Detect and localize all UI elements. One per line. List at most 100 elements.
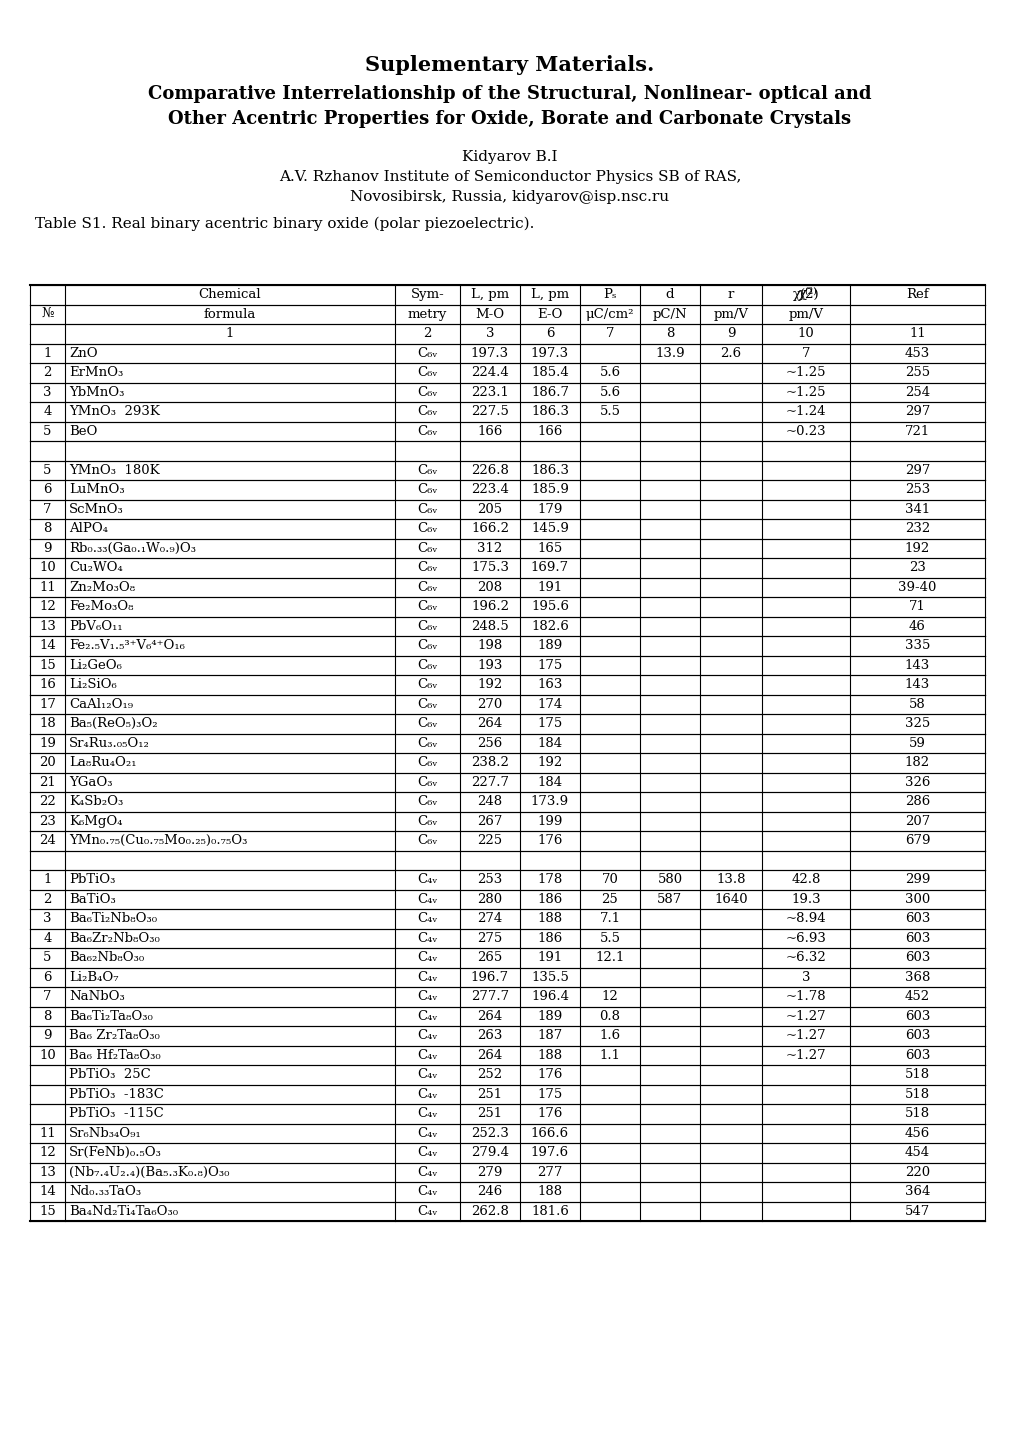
Text: 248: 248	[477, 795, 502, 809]
Text: 186.7: 186.7	[531, 386, 569, 399]
Text: 198: 198	[477, 639, 502, 652]
Text: d: d	[665, 288, 674, 301]
Text: 191: 191	[537, 581, 562, 594]
Text: 275: 275	[477, 932, 502, 945]
Text: Ref: Ref	[905, 288, 928, 301]
Text: 58: 58	[908, 698, 925, 711]
Text: 5.6: 5.6	[599, 386, 620, 399]
Text: 251: 251	[477, 1107, 502, 1120]
Text: La₈Ru₄O₂₁: La₈Ru₄O₂₁	[69, 756, 137, 769]
Text: ErMnO₃: ErMnO₃	[69, 366, 123, 379]
Text: 274: 274	[477, 913, 502, 926]
Text: 186.3: 186.3	[531, 405, 569, 418]
Text: C₆ᵥ: C₆ᵥ	[417, 405, 437, 418]
Text: 518: 518	[904, 1069, 929, 1082]
Text: 23: 23	[908, 561, 925, 574]
Text: 263: 263	[477, 1030, 502, 1043]
Text: 312: 312	[477, 542, 502, 555]
Text: 176: 176	[537, 1069, 562, 1082]
Text: 189: 189	[537, 1009, 562, 1022]
Text: Ba₆ Zr₂Ta₈O₃₀: Ba₆ Zr₂Ta₈O₃₀	[69, 1030, 160, 1043]
Text: 7: 7	[801, 346, 809, 359]
Text: ~1.25: ~1.25	[785, 386, 825, 399]
Text: 187: 187	[537, 1030, 562, 1043]
Text: PbTiO₃  -115C: PbTiO₃ -115C	[69, 1107, 164, 1120]
Text: 721: 721	[904, 425, 929, 438]
Text: C₆ᵥ: C₆ᵥ	[417, 503, 437, 516]
Text: C₄ᵥ: C₄ᵥ	[417, 1087, 437, 1100]
Text: 279.4: 279.4	[471, 1146, 508, 1159]
Text: 277: 277	[537, 1165, 562, 1178]
Text: 11: 11	[39, 581, 56, 594]
Text: C₄ᵥ: C₄ᵥ	[417, 874, 437, 887]
Text: 165: 165	[537, 542, 562, 555]
Text: Fe₂Mo₃O₈: Fe₂Mo₃O₈	[69, 600, 133, 613]
Text: 300: 300	[904, 893, 929, 906]
Text: metry: metry	[408, 307, 446, 320]
Text: C₄ᵥ: C₄ᵥ	[417, 1107, 437, 1120]
Text: Ba₆Zr₂Nb₈O₃₀: Ba₆Zr₂Nb₈O₃₀	[69, 932, 160, 945]
Text: 297: 297	[904, 405, 929, 418]
Text: 14: 14	[39, 639, 56, 652]
Text: 2.6: 2.6	[719, 346, 741, 359]
Text: 192: 192	[537, 756, 562, 769]
Text: μC/cm²: μC/cm²	[585, 307, 634, 320]
Text: ~1.27: ~1.27	[785, 1009, 825, 1022]
Text: 341: 341	[904, 503, 929, 516]
Text: C₄ᵥ: C₄ᵥ	[417, 1126, 437, 1139]
Text: 679: 679	[904, 835, 929, 848]
Text: 364: 364	[904, 1185, 929, 1198]
Text: 181.6: 181.6	[531, 1204, 569, 1217]
Text: 518: 518	[904, 1087, 929, 1100]
Text: 299: 299	[904, 874, 929, 887]
Text: 46: 46	[908, 620, 925, 633]
Text: Sr(FeNb)₀.₅O₃: Sr(FeNb)₀.₅O₃	[69, 1146, 162, 1159]
Text: C₆ᵥ: C₆ᵥ	[417, 795, 437, 809]
Text: 176: 176	[537, 1107, 562, 1120]
Text: 220: 220	[904, 1165, 929, 1178]
Text: 286: 286	[904, 795, 929, 809]
Text: 518: 518	[904, 1107, 929, 1120]
Text: C₄ᵥ: C₄ᵥ	[417, 1048, 437, 1061]
Text: 208: 208	[477, 581, 502, 594]
Text: 15: 15	[39, 1204, 56, 1217]
Text: 603: 603	[904, 952, 929, 965]
Text: Ba₆ Hf₂Ta₈O₃₀: Ba₆ Hf₂Ta₈O₃₀	[69, 1048, 161, 1061]
Text: 255: 255	[904, 366, 929, 379]
Text: C₆ᵥ: C₆ᵥ	[417, 346, 437, 359]
Text: 188: 188	[537, 913, 562, 926]
Text: 24: 24	[39, 835, 56, 848]
Text: 188: 188	[537, 1048, 562, 1061]
Text: 193: 193	[477, 659, 502, 672]
Text: Ba₅(ReO₅)₃O₂: Ba₅(ReO₅)₃O₂	[69, 717, 158, 730]
Text: 205: 205	[477, 503, 502, 516]
Text: 22: 22	[39, 795, 56, 809]
Text: ~1.25: ~1.25	[785, 366, 825, 379]
Text: 186: 186	[537, 893, 562, 906]
Text: 192: 192	[477, 678, 502, 691]
Text: Ba₆Ti₂Nb₈O₃₀: Ba₆Ti₂Nb₈O₃₀	[69, 913, 157, 926]
Text: 5.5: 5.5	[599, 932, 620, 945]
Text: C₆ᵥ: C₆ᵥ	[417, 835, 437, 848]
Text: 252.3: 252.3	[471, 1126, 508, 1139]
Text: 547: 547	[904, 1204, 929, 1217]
Text: 163: 163	[537, 678, 562, 691]
Text: 176: 176	[537, 835, 562, 848]
Text: Zn₂Mo₃O₈: Zn₂Mo₃O₈	[69, 581, 135, 594]
Text: 3: 3	[485, 327, 494, 340]
Text: 12: 12	[601, 991, 618, 1004]
Text: 186: 186	[537, 932, 562, 945]
Text: (2): (2)	[804, 287, 816, 296]
Text: AlPO₄: AlPO₄	[69, 522, 108, 535]
Text: C₄ᵥ: C₄ᵥ	[417, 913, 437, 926]
Text: 335: 335	[904, 639, 929, 652]
Text: 207: 207	[904, 815, 929, 828]
Text: 232: 232	[904, 522, 929, 535]
Text: ~0.23: ~0.23	[785, 425, 825, 438]
Text: ~1.27: ~1.27	[785, 1048, 825, 1061]
Text: 14: 14	[39, 1185, 56, 1198]
Text: 199: 199	[537, 815, 562, 828]
Text: ~1.78: ~1.78	[785, 991, 825, 1004]
Text: 223.1: 223.1	[471, 386, 508, 399]
Text: Other Acentric Properties for Oxide, Borate and Carbonate Crystals: Other Acentric Properties for Oxide, Bor…	[168, 110, 851, 128]
